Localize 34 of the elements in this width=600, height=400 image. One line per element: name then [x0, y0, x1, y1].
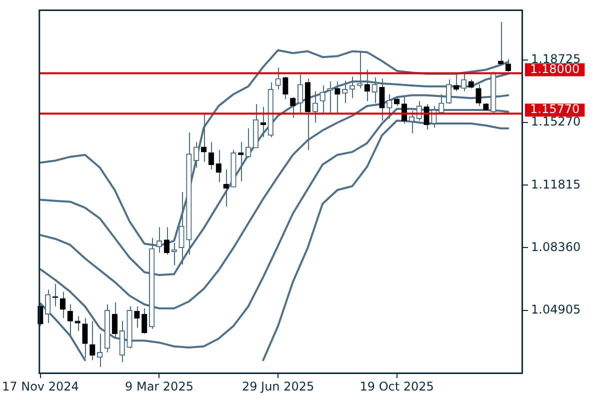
x-tick-label: 9 Mar 2025: [125, 379, 194, 394]
candlestick: [82, 318, 88, 359]
ref-line-label: 1.15770: [530, 102, 580, 116]
candlestick: [67, 304, 73, 336]
y-tick-label: 1.08360: [531, 240, 581, 254]
candlestick: [194, 142, 200, 168]
candlestick: [342, 80, 348, 104]
candlestick: [200, 113, 207, 162]
candlestick: [290, 96, 296, 118]
candlestick: [74, 316, 80, 332]
x-tick-label: 29 Jun 2025: [242, 379, 314, 394]
candlestick: [320, 85, 326, 114]
y-tick-label: 1.15270: [531, 114, 581, 129]
candlestick: [112, 302, 118, 338]
ref-line-label: 1.18000: [530, 62, 580, 76]
candlestick: [312, 90, 318, 124]
candlestick: [216, 149, 222, 183]
candlestick: [97, 333, 103, 368]
candlestick: [349, 76, 356, 99]
candlestick: [45, 289, 51, 324]
candlestick: [275, 67, 281, 90]
x-tick-label: 17 Nov 2024: [2, 379, 79, 394]
candlestick: [282, 76, 288, 100]
y-tick-label: 1.04905: [531, 302, 581, 316]
y-tick-label: 1.11815: [531, 177, 581, 192]
x-tick-label: 19 Oct 2025: [360, 379, 434, 394]
candlestick: [334, 81, 340, 114]
candlestick: [52, 283, 58, 307]
candlestick: [223, 169, 229, 208]
candlestick: [208, 142, 214, 170]
candlestick: [60, 291, 66, 319]
candlestick: [134, 306, 140, 328]
candlestick: [246, 128, 252, 158]
candlestick: [142, 308, 148, 334]
